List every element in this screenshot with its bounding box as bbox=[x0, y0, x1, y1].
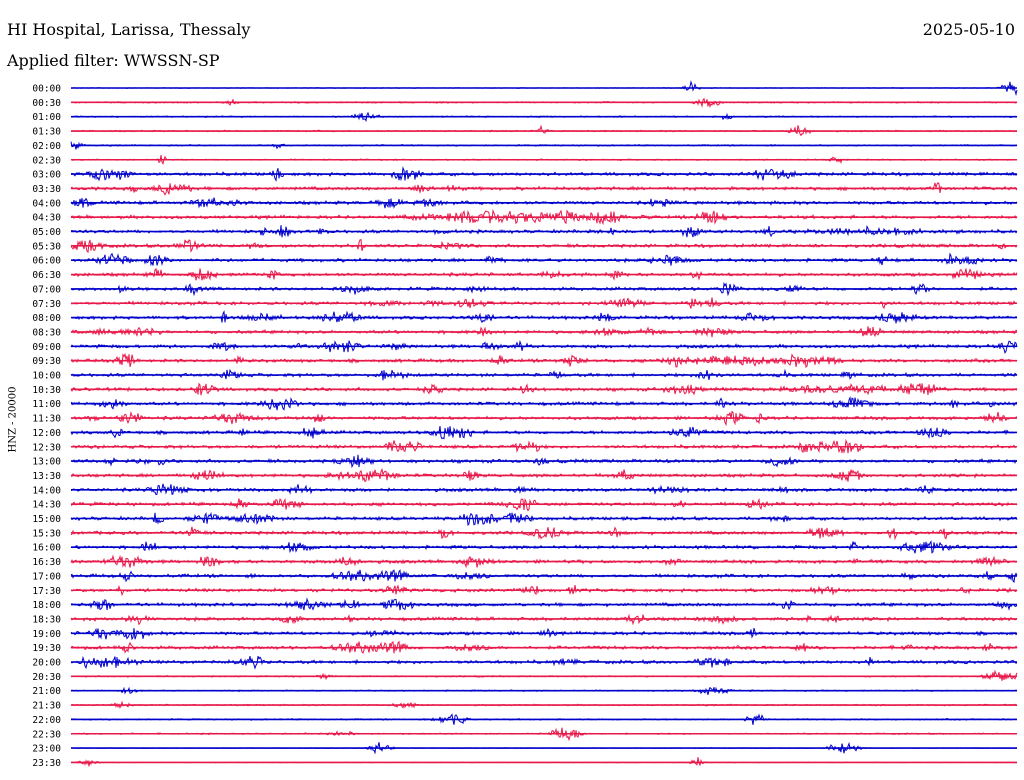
time-tick-label: 18:00 bbox=[32, 600, 61, 611]
time-tick-label: 06:30 bbox=[32, 270, 61, 281]
time-tick-label: 23:30 bbox=[32, 758, 61, 769]
time-tick-label: 01:30 bbox=[32, 127, 61, 138]
time-tick-label: 20:30 bbox=[32, 672, 61, 683]
filter-label: Applied filter: WWSSN-SP bbox=[7, 51, 220, 70]
time-tick-label: 14:00 bbox=[32, 485, 61, 496]
time-tick-label: 04:30 bbox=[32, 213, 61, 224]
time-tick-label: 22:30 bbox=[32, 729, 61, 740]
time-tick-label: 22:00 bbox=[32, 715, 61, 726]
time-tick-label: 04:00 bbox=[32, 198, 61, 209]
time-tick-label: 16:30 bbox=[32, 557, 61, 568]
time-tick-label: 05:30 bbox=[32, 241, 61, 252]
time-tick-label: 20:00 bbox=[32, 658, 61, 669]
time-tick-label: 16:00 bbox=[32, 543, 61, 554]
time-tick-label: 18:30 bbox=[32, 614, 61, 625]
time-tick-label: 21:00 bbox=[32, 686, 61, 697]
time-tick-label: 17:00 bbox=[32, 571, 61, 582]
time-tick-label: 10:00 bbox=[32, 371, 61, 382]
time-tick-label: 02:30 bbox=[32, 155, 61, 166]
time-tick-label: 13:30 bbox=[32, 471, 61, 482]
time-tick-label: 08:00 bbox=[32, 313, 61, 324]
time-tick-label: 11:30 bbox=[32, 414, 61, 425]
time-tick-label: 08:30 bbox=[32, 327, 61, 338]
time-tick-label: 05:00 bbox=[32, 227, 61, 238]
time-tick-label: 21:30 bbox=[32, 701, 61, 712]
time-tick-label: 03:00 bbox=[32, 170, 61, 181]
time-tick-label: 13:00 bbox=[32, 457, 61, 468]
time-tick-label: 19:00 bbox=[32, 629, 61, 640]
time-tick-label: 07:30 bbox=[32, 299, 61, 310]
record-date: 2025-05-10 bbox=[922, 20, 1015, 39]
time-tick-label: 23:00 bbox=[32, 744, 61, 755]
time-tick-label: 15:30 bbox=[32, 528, 61, 539]
time-tick-label: 03:30 bbox=[32, 184, 61, 195]
time-tick-label: 15:00 bbox=[32, 514, 61, 525]
time-tick-label: 09:00 bbox=[32, 342, 61, 353]
time-tick-label: 12:30 bbox=[32, 442, 61, 453]
time-tick-label: 09:30 bbox=[32, 356, 61, 367]
station-title: HI Hospital, Larissa, Thessaly bbox=[7, 20, 251, 39]
time-tick-label: 17:30 bbox=[32, 586, 61, 597]
time-tick-label: 19:30 bbox=[32, 643, 61, 654]
time-tick-label: 06:00 bbox=[32, 256, 61, 267]
time-tick-label: 01:00 bbox=[32, 112, 61, 123]
trace-group bbox=[70, 80, 1018, 767]
time-tick-label: 14:30 bbox=[32, 500, 61, 511]
time-tick-label: 02:00 bbox=[32, 141, 61, 152]
time-tick-label: 00:30 bbox=[32, 98, 61, 109]
time-tick-label: 12:00 bbox=[32, 428, 61, 439]
time-tick-label: 00:00 bbox=[32, 84, 61, 95]
tick-label-group: 00:00 00:30 01:00 01:30 02:00 02:30 03:00 03:30… bbox=[32, 84, 61, 769]
time-tick-label: 11:00 bbox=[32, 399, 61, 410]
time-tick-label: 10:30 bbox=[32, 385, 61, 396]
time-tick-label: 07:00 bbox=[32, 284, 61, 295]
